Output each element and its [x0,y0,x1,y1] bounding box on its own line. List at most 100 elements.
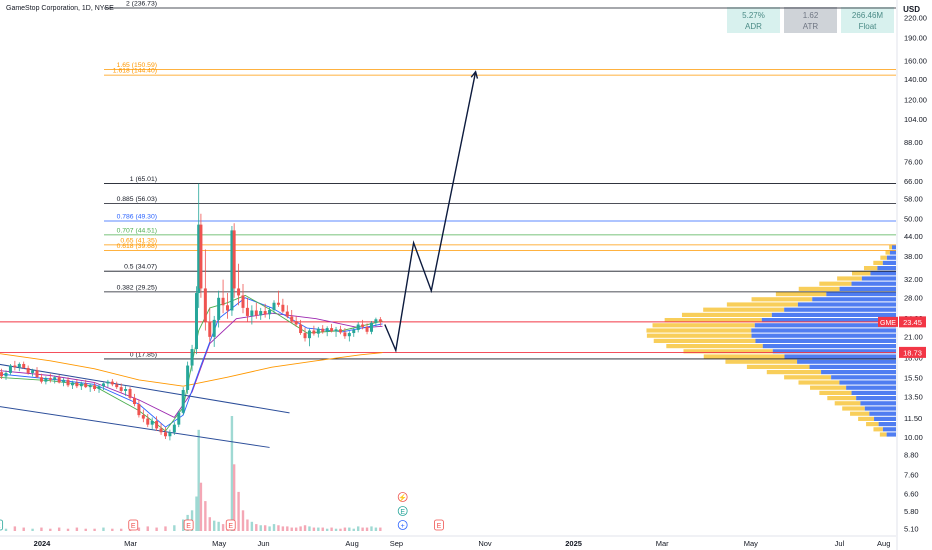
volume-profile-up-bar [725,359,798,364]
volume-bar [339,528,342,531]
volume-bar [246,519,249,531]
candle-body [241,295,245,308]
volume-profile-down-bar [761,318,896,323]
candle-body [17,363,21,368]
volume-bar [4,528,8,531]
volume-bar [277,525,280,531]
candle-body [124,389,128,391]
candle-body [146,418,150,425]
fib-level-label: 0 (17.85) [130,351,157,358]
volume-profile-up-bar [775,292,827,297]
volume-profile-up-bar [646,328,752,333]
price-tick-label: 15.50 [904,374,923,383]
candle-body [276,302,280,305]
volume-profile-up-bar [850,411,870,416]
earnings-marker-label: E [186,523,191,530]
volume-profile-down-bar [878,422,896,427]
earnings-marker-label: E [131,523,136,530]
candle-body [230,230,234,311]
volume-bar [22,527,25,531]
candle-body [259,311,263,316]
volume-bar [325,528,329,531]
price-tick-label: 8.80 [904,450,919,459]
candle-body [203,288,207,322]
candle-body [316,328,320,334]
volume-bar [111,528,114,531]
time-tick-label: Nov [478,539,492,548]
volume-profile-down-bar [861,276,896,281]
volume-profile-down-bar [772,349,896,354]
time-tick-label: Jun [257,539,269,548]
volume-profile-up-bar [703,307,785,312]
volume-bar [57,527,61,531]
adr-value: 5.27% [742,11,765,20]
candle-body [57,377,61,383]
price-tick-label: 120.00 [904,96,927,105]
volume-profile-down-bar [882,260,896,265]
candle-body [163,432,167,437]
candle-body [356,324,360,330]
candle-body [119,387,123,391]
price-tick-label: 5.10 [904,525,919,534]
candle-body [168,432,172,437]
volume-bar [237,491,240,531]
candle-body [334,329,338,332]
candle-body [66,379,70,386]
volume-profile-up-bar [798,380,840,385]
volume-bar [173,525,176,531]
volume-bar [31,528,34,531]
candle-body [194,293,198,350]
candle-body [186,365,190,390]
volume-bar [343,527,347,531]
price-tick-label: 58.00 [904,194,923,203]
volume-profile-up-bar [863,266,878,271]
volume-profile-up-bar [798,286,840,291]
candle-body [374,319,378,323]
price-axis: 5.10 5.80 6.60 7.60 8.80 10.00 11.50 13.50 15.50… [878,0,927,550]
candle-body [26,367,30,373]
candle-body [70,382,74,386]
volume-bar [146,526,149,531]
volume-profile-up-bar [880,255,887,260]
candle-body [221,297,225,306]
candle-body [35,370,39,378]
price-tick-label: 7.60 [904,470,919,479]
volume-bar [294,527,298,531]
currency-label[interactable]: USD [903,5,920,14]
volume-profile-up-bar [819,281,852,286]
price-label-tag [899,316,926,328]
volume-profile-down-bar [762,344,896,349]
volume-profile-down-bar [784,307,896,312]
candle-body [226,305,229,311]
volume-profile-down-bar [860,401,896,406]
stats-panel: 5.27% ADR 1.62 ATR 266.46M Float [727,7,894,33]
volume-bar [259,525,262,531]
earnings-marker-label: E [228,523,233,530]
candle-body [137,404,141,416]
candle-body [281,304,285,312]
trendline [0,363,290,414]
candle-body [190,349,194,366]
price-tick-label: 38.00 [904,252,923,261]
candle-body [299,324,303,334]
price-tick-label: 140.00 [904,75,927,84]
time-tick-label: Mar [656,539,669,548]
volume-profile-down-bar [856,396,896,401]
volume-bar [93,528,96,531]
page-title: GameStop Corporation, 1D, NYSE [6,5,114,12]
volume-bar [195,496,198,531]
candle-body [4,372,8,377]
fibonacci-layer: 2 (236.73) 1.65 (150.59)1.618 (144.40) 1 (… [0,1,896,360]
price-tick-label: 5.80 [904,507,919,516]
event-marker [397,506,408,516]
price-tick-label: 11.50 [904,414,922,423]
candle-body [250,310,254,316]
volume-bar [361,527,364,531]
volume-profile-up-bar [664,318,762,323]
volume-profile-down-bar [797,359,896,364]
volume-profile-down-bar [851,281,896,286]
volume-profile-up-bar [681,312,772,317]
fib-level-label: 0.65 (41.35) [120,237,157,244]
candle-body [352,329,356,334]
